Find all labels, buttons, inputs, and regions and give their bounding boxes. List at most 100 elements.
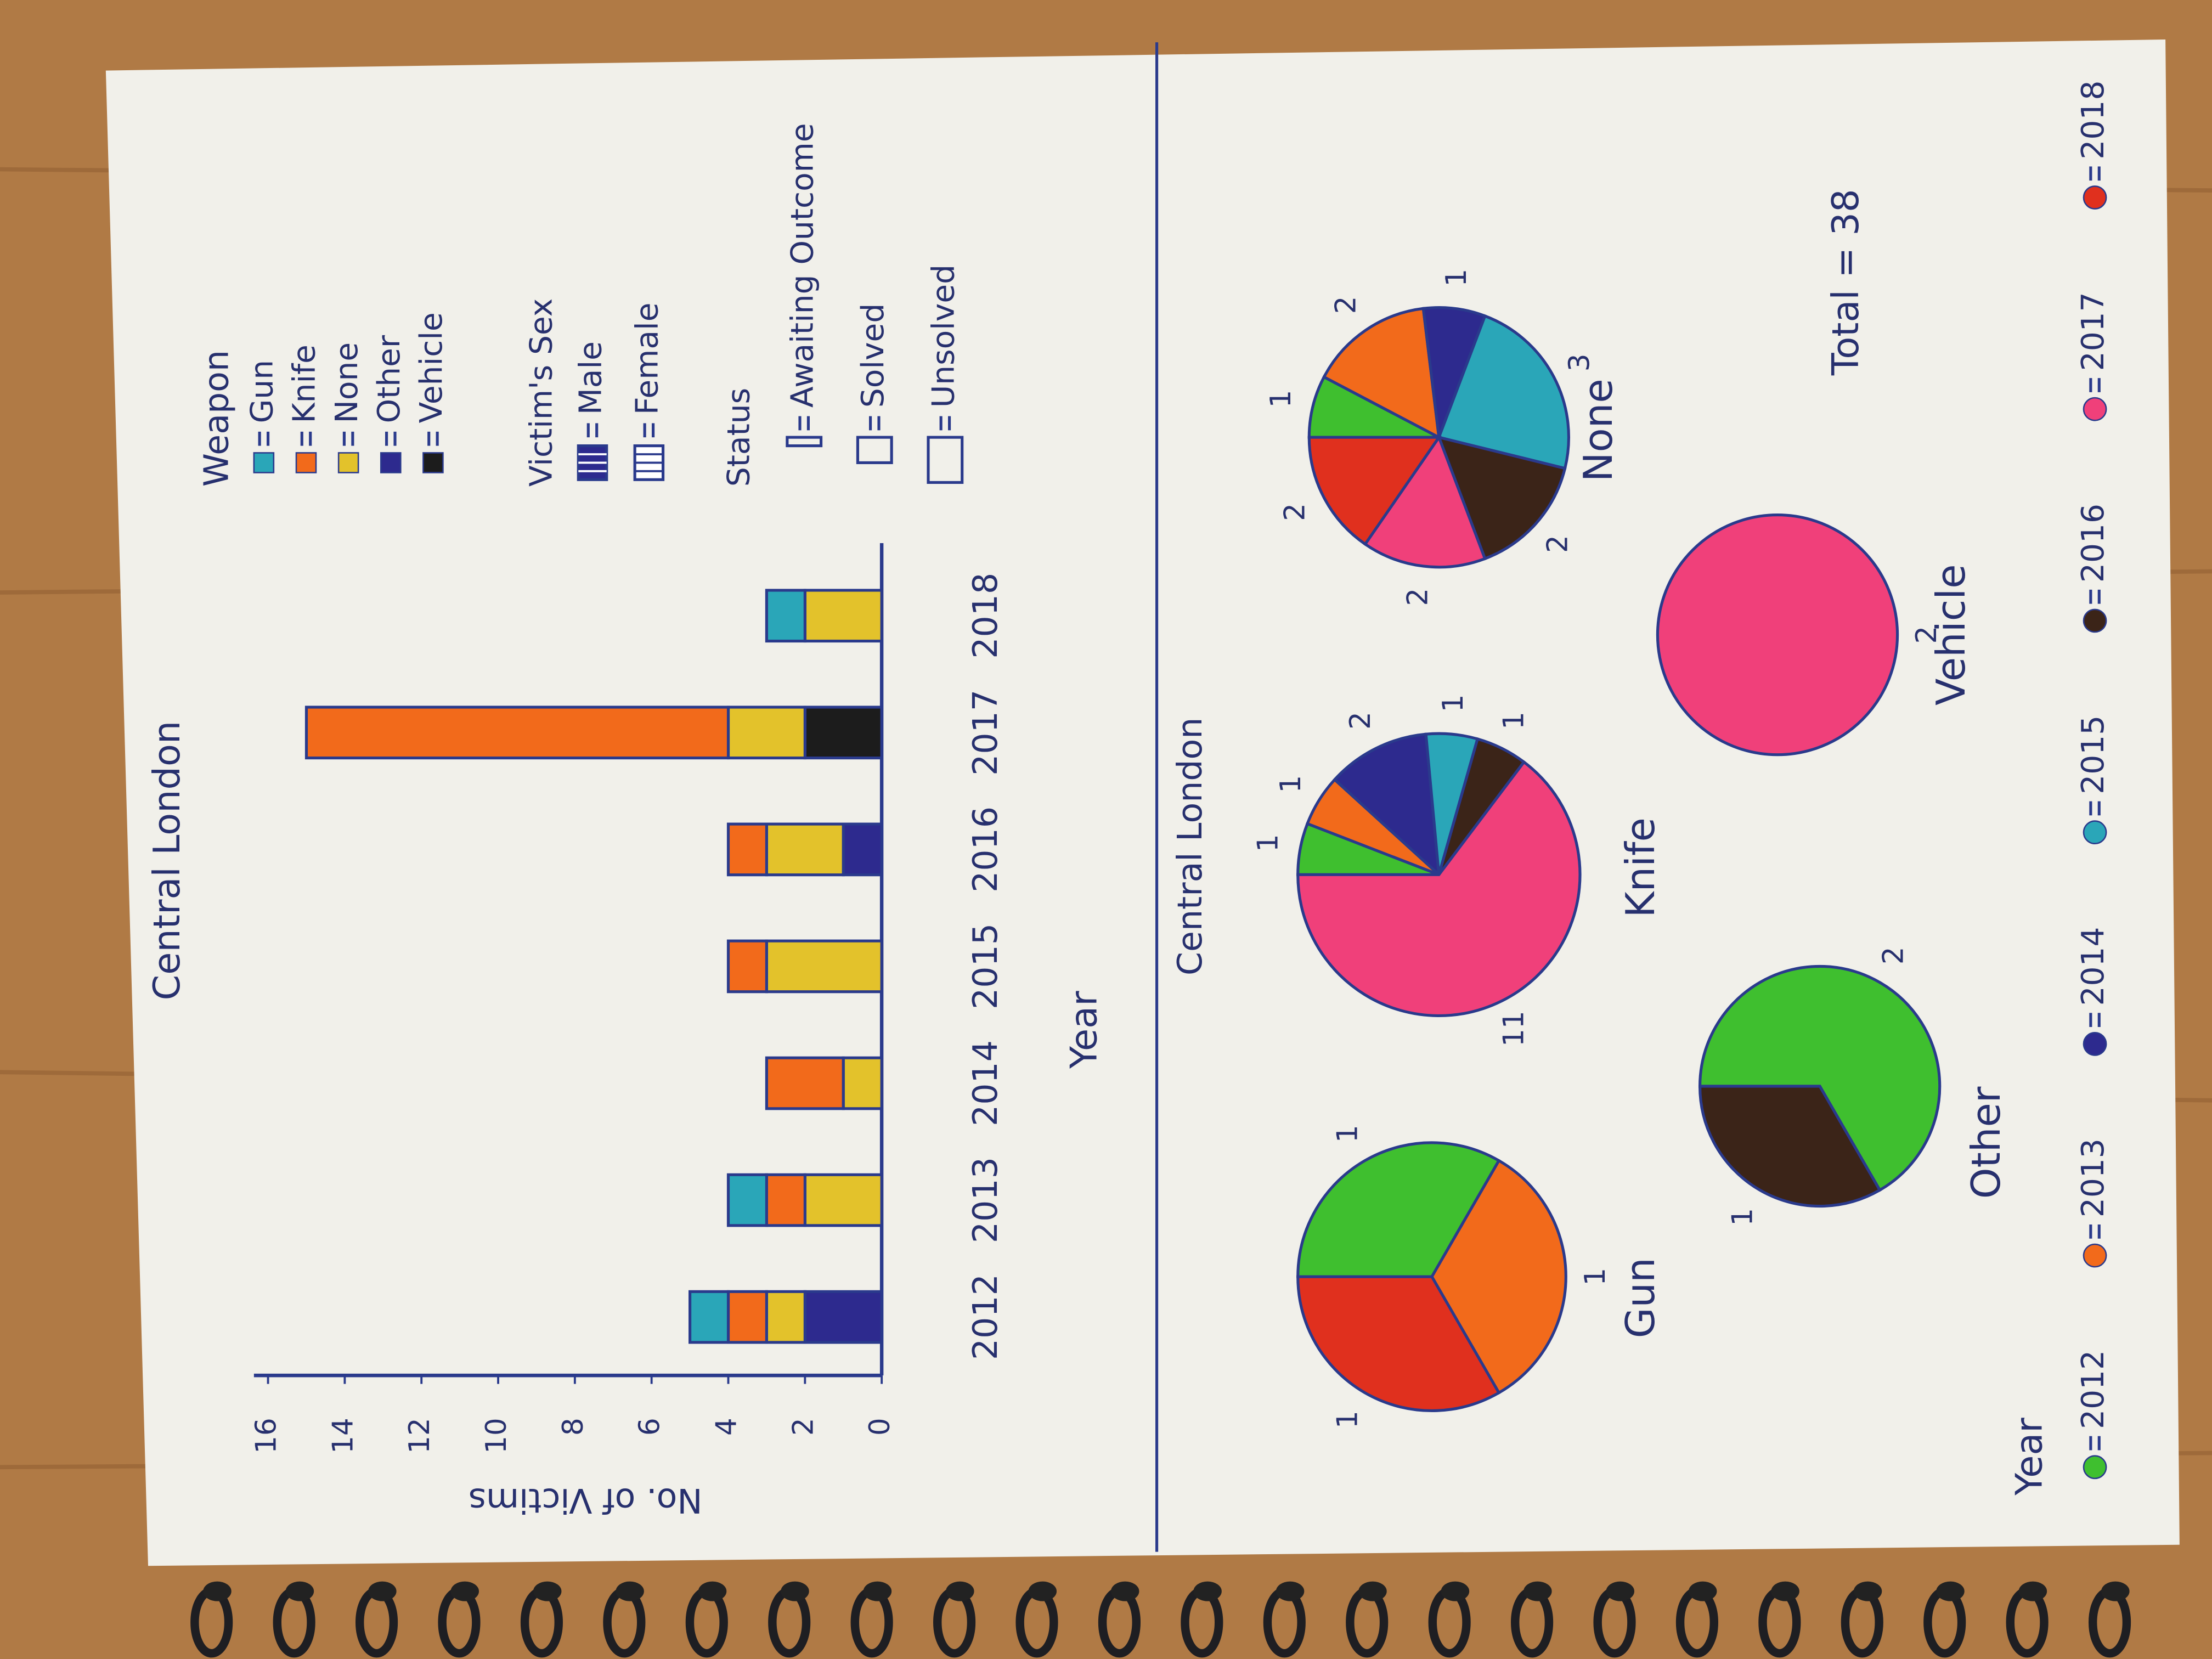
legend-label: 2015 xyxy=(2075,715,2111,794)
x-tick-label: 2016 xyxy=(966,806,1005,893)
ring-hole xyxy=(285,1581,314,1601)
pie-name: Vehicle xyxy=(1928,564,1974,705)
y-tick-label: 16 xyxy=(250,1418,283,1453)
ring-hole xyxy=(368,1581,397,1601)
x-tick-label: 2018 xyxy=(966,573,1005,659)
slice-label: 1 xyxy=(1331,1410,1364,1429)
ring-hole xyxy=(203,1581,232,1601)
y-axis-label: No. of Victims xyxy=(469,1481,703,1520)
legend-label: Unsolved xyxy=(925,264,961,408)
slice-label: 1 xyxy=(1251,834,1284,852)
bar-segment xyxy=(765,589,806,643)
pie-slice xyxy=(1698,964,1942,1192)
y-tick-label: 4 xyxy=(710,1418,743,1436)
legend-swatch xyxy=(2083,608,2107,633)
paper xyxy=(105,40,2180,1566)
slice-label: 1 xyxy=(1274,775,1307,793)
slice-label: 2 xyxy=(1910,626,1943,644)
total-label: Total = 38 xyxy=(1824,189,1867,376)
legend-label: Vehicle xyxy=(413,312,449,423)
slice-label: 1 xyxy=(1440,269,1473,287)
legend-label: Solved xyxy=(855,303,891,408)
bar-segment xyxy=(765,1173,806,1227)
bar-segment xyxy=(726,939,768,994)
legend-label: Other xyxy=(371,335,407,423)
bar-segment xyxy=(842,1056,883,1110)
y-tick-label: 6 xyxy=(634,1418,667,1436)
legend-swatch xyxy=(380,452,402,473)
legend-label: 2014 xyxy=(2075,927,2111,1006)
slice-label: 11 xyxy=(1498,1011,1531,1046)
bar-segment xyxy=(803,589,883,643)
ring-hole xyxy=(1193,1581,1222,1601)
pie-name: Gun xyxy=(1617,1257,1663,1338)
legend-swatch xyxy=(2083,1032,2107,1056)
legend-title: Status xyxy=(721,388,757,487)
bar-segment xyxy=(726,822,768,877)
legend-swatch xyxy=(253,452,275,473)
legend-label: 2012 xyxy=(2075,1350,2111,1429)
legend-swatch xyxy=(2083,397,2107,421)
x-tick-label: 2014 xyxy=(966,1040,1005,1126)
legend-label: Knife xyxy=(286,345,323,423)
legend-label: Gun xyxy=(244,360,280,424)
legend-swatch xyxy=(422,452,444,473)
bar-segment xyxy=(726,706,806,760)
slice-label: 2 xyxy=(1344,712,1377,730)
chart-title: Central London xyxy=(1170,718,1210,975)
spiral-binding xyxy=(190,1581,2131,1658)
legend-label: 2018 xyxy=(2075,81,2111,160)
pie-name: Other xyxy=(1963,1086,2009,1199)
ring-hole xyxy=(698,1581,727,1601)
ring-hole xyxy=(1276,1581,1305,1601)
y-tick-label: 14 xyxy=(326,1418,359,1453)
pie-slice xyxy=(1333,732,1441,878)
pie-slice xyxy=(1363,434,1487,569)
ring-hole xyxy=(1689,1581,1717,1601)
legend-swatch xyxy=(2083,1243,2107,1268)
ring-hole xyxy=(1606,1581,1634,1601)
ring-hole xyxy=(2101,1581,2130,1601)
ring-hole xyxy=(450,1581,479,1601)
pie-name: Knife xyxy=(1617,817,1663,917)
legend-label: None xyxy=(329,342,365,424)
bar-segment xyxy=(765,939,883,994)
pie-slice xyxy=(1296,760,1582,1017)
ring-hole xyxy=(1028,1581,1057,1601)
bar-segment xyxy=(304,706,730,760)
slice-label: 1 xyxy=(1498,712,1531,730)
bar-segment xyxy=(765,1056,845,1110)
legend-label: Female xyxy=(629,302,665,415)
pie-slice xyxy=(1322,307,1441,440)
bar-segment xyxy=(842,822,883,877)
ring-hole xyxy=(533,1581,562,1601)
legend-label: 2016 xyxy=(2075,504,2111,583)
y-tick-label: 12 xyxy=(403,1418,436,1453)
legend-label: Awaiting Outcome xyxy=(784,123,820,408)
y-tick-label: 2 xyxy=(787,1418,820,1436)
status-swatch xyxy=(927,436,964,484)
slice-label: 2 xyxy=(1278,503,1311,521)
legend-swatch xyxy=(2083,820,2107,845)
bar-segment xyxy=(765,1290,806,1344)
x-tick-label: 2012 xyxy=(966,1274,1005,1360)
status-swatch xyxy=(786,436,823,448)
pie-slice xyxy=(1698,1085,1882,1208)
slice-label: 3 xyxy=(1563,354,1596,372)
pie-name: None xyxy=(1575,379,1621,482)
pie-slice xyxy=(1307,436,1442,546)
bar-segment xyxy=(726,1173,768,1227)
chart-title: Central London xyxy=(145,721,188,1001)
y-tick-label: 10 xyxy=(480,1418,513,1453)
x-tick-label: 2017 xyxy=(966,690,1005,776)
slice-label: 2 xyxy=(1329,296,1362,314)
bar-segment xyxy=(803,706,883,760)
pie-slice xyxy=(1436,435,1567,561)
bar-segment xyxy=(803,1173,883,1227)
legend-title: Year xyxy=(2007,1418,2050,1496)
legend-swatch xyxy=(337,452,359,473)
legend-swatch xyxy=(2083,1455,2107,1480)
y-tick-label: 8 xyxy=(557,1418,590,1436)
ring-hole xyxy=(1111,1581,1139,1601)
